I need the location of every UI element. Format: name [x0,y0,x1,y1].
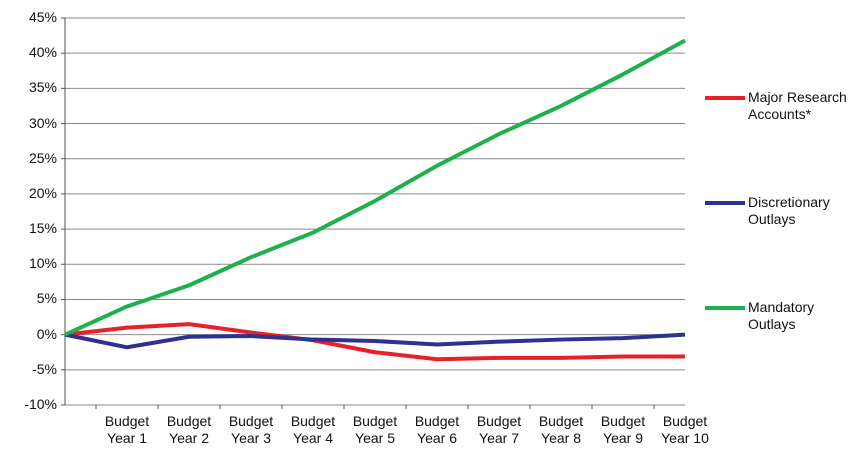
series-line [64,332,686,350]
y-tick-label: 10% [28,255,57,272]
y-tick-label: 5% [36,290,57,307]
y-tick-label: -10% [24,396,57,412]
y-tick-label: 15% [28,220,57,237]
x-tick-label: Budget Year 9 [600,413,646,446]
x-tick-label: Budget Year 4 [290,413,336,446]
x-tick-label: Budget Year 7 [476,413,522,446]
y-tick-label: -5% [32,360,57,377]
x-tick-label: Budget Year 3 [228,413,274,446]
y-tick-label: 40% [28,44,57,61]
x-tick-label: Budget Year 6 [414,413,460,446]
x-tick-label: Budget Year 5 [352,413,398,446]
y-tick-label: 45% [28,9,57,25]
x-tick-label: Budget Year 10 [661,413,709,446]
series-line [64,38,686,337]
y-tick-label: 20% [28,184,57,201]
y-tick-label: 30% [28,114,57,131]
x-tick-label: Budget Year 2 [166,413,212,446]
legend-label: Mandatory Outlays [748,299,815,332]
y-tick-label: 25% [28,149,57,166]
legend-label: Discretionary Outlays [748,194,830,227]
series-line [64,322,685,362]
x-tick-label: Budget Year 8 [538,413,584,446]
x-tick-label: Budget Year 1 [104,413,150,446]
y-tick-label: 35% [28,79,57,96]
legend-label: Major Research Accounts* [748,89,847,122]
y-tick-label: 0% [36,325,57,342]
